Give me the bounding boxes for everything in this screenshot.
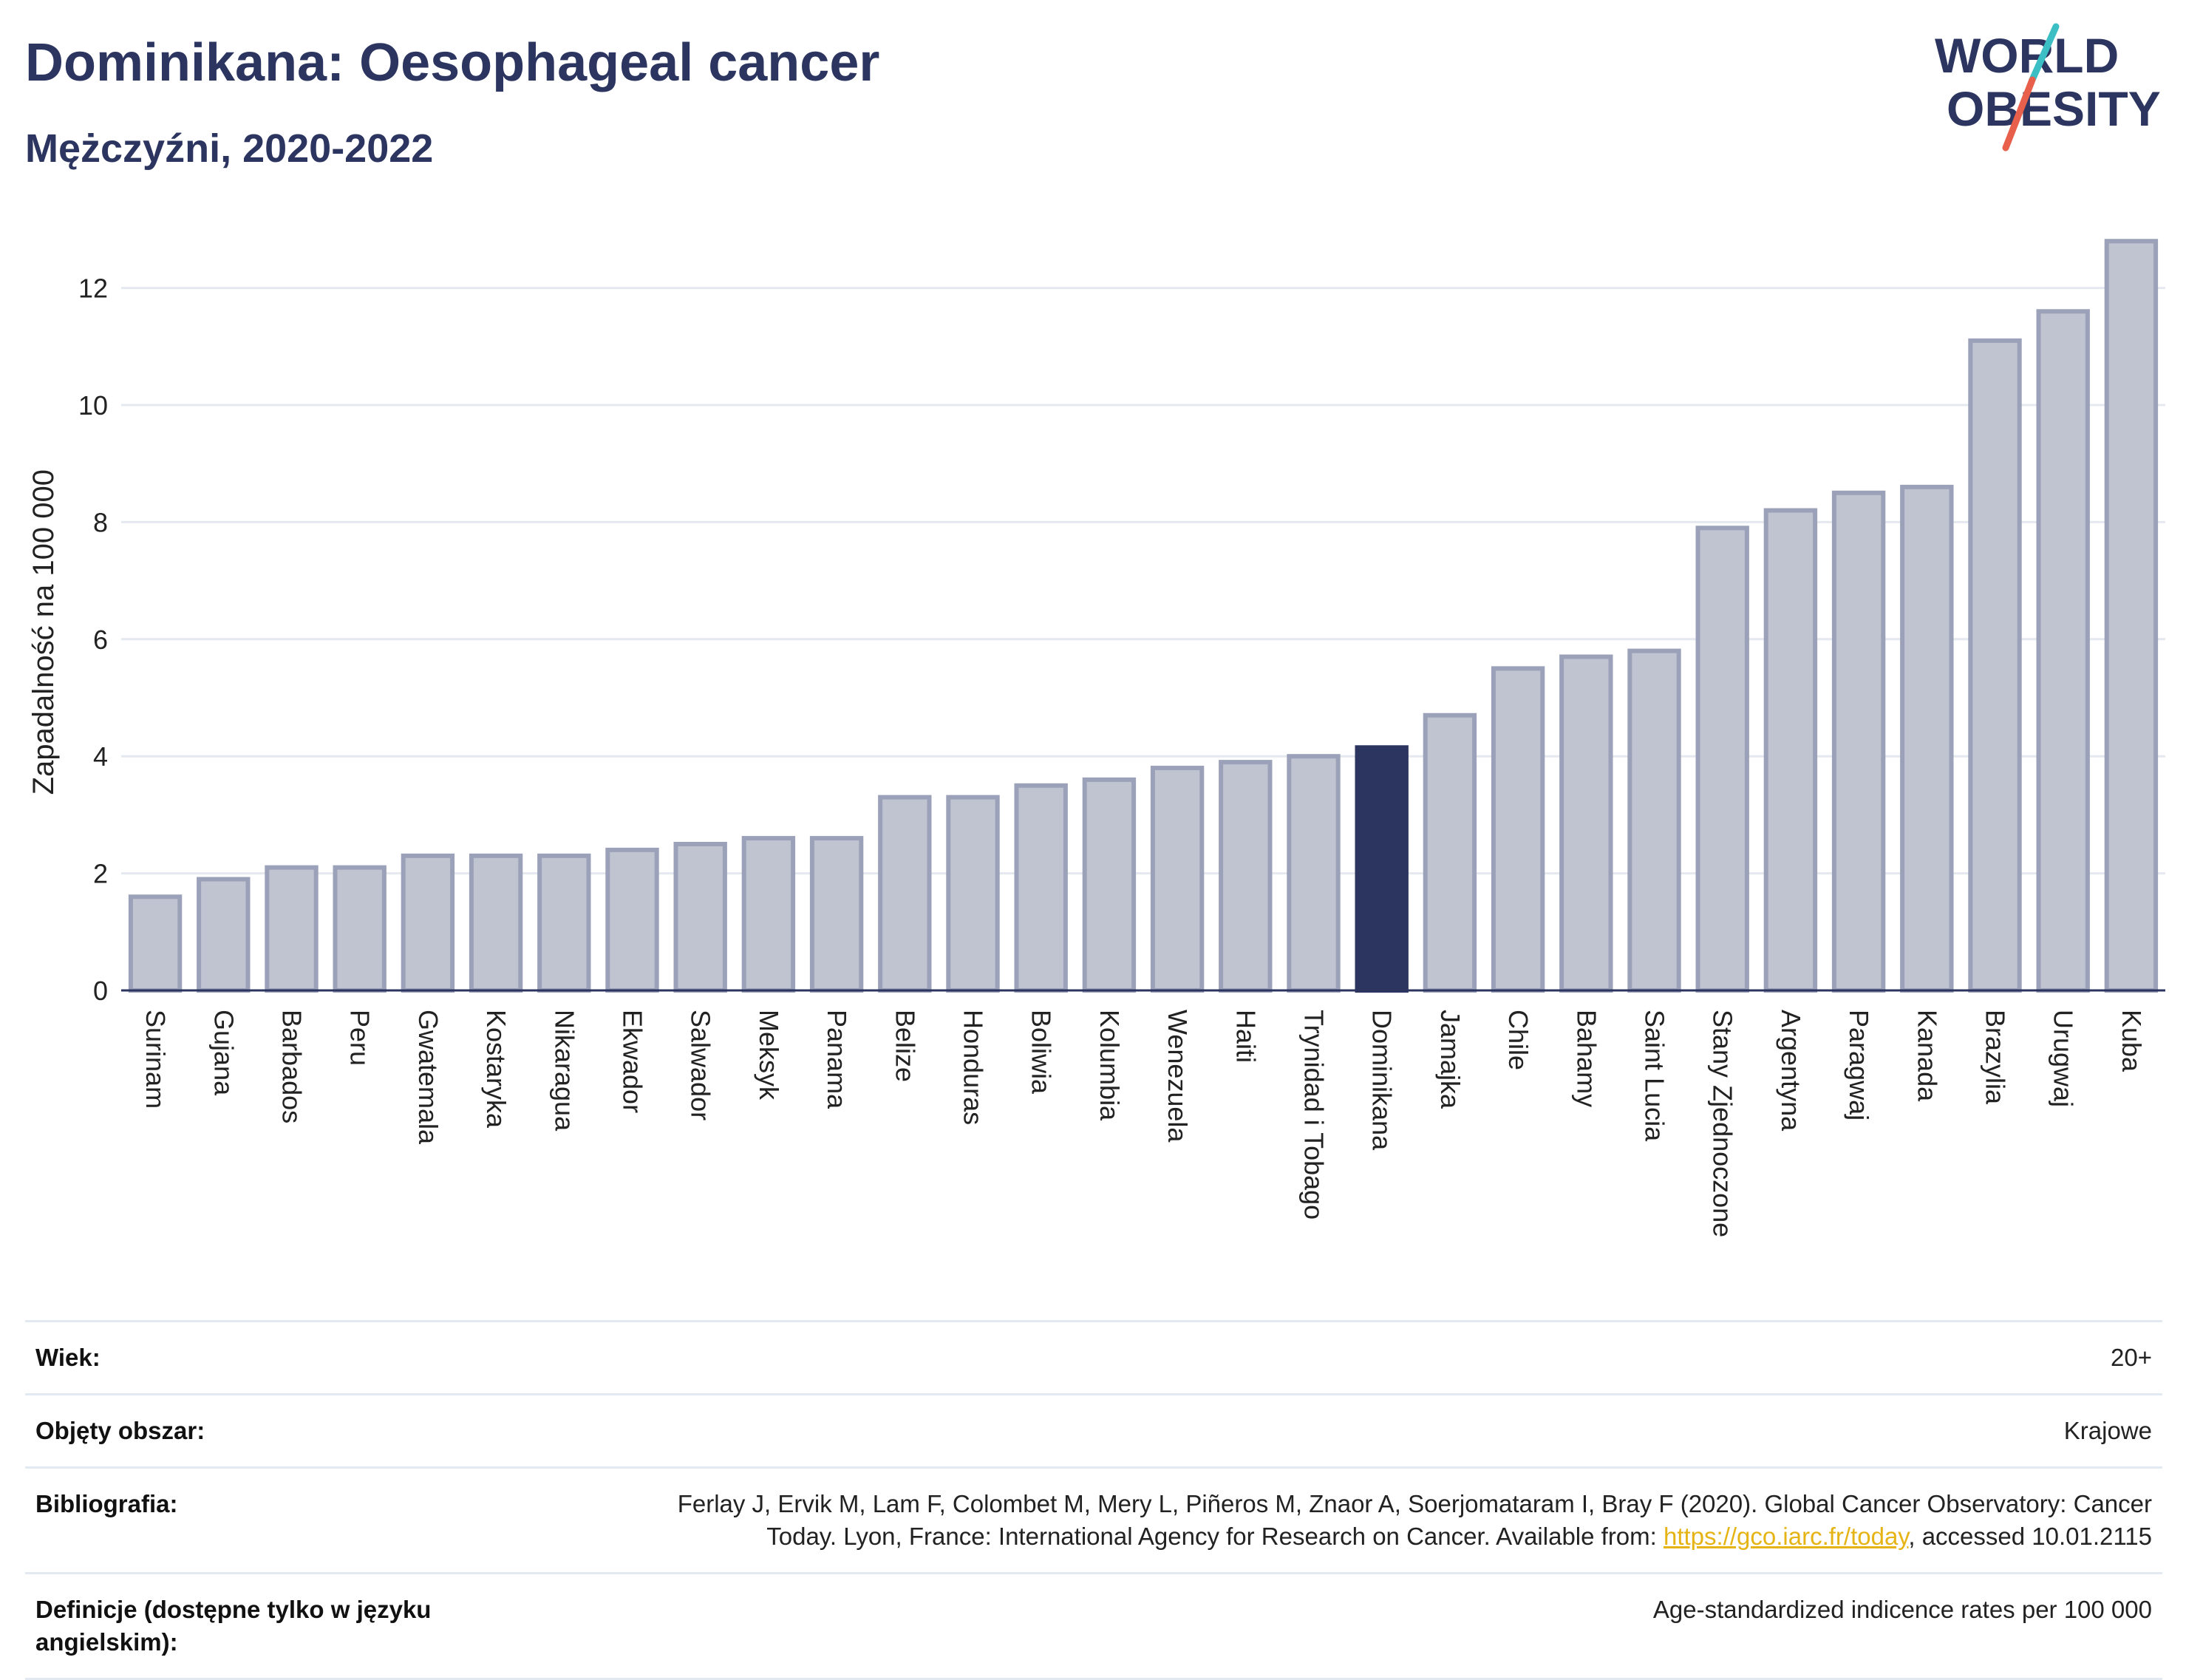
bar-brazylia xyxy=(1968,338,2022,993)
area-value: Krajowe xyxy=(2063,1417,2152,1444)
chart-subtitle: Mężczyźni, 2020-2022 xyxy=(25,126,434,171)
x-tick-label: Surinam xyxy=(140,1010,171,1109)
bar-honduras xyxy=(946,795,1000,993)
bibliography-text-1: Ferlay J, Ervik M, Lam F, Colombet M, Me… xyxy=(677,1490,2152,1517)
bar-argentyna xyxy=(1763,508,1818,993)
y-tick-label: 8 xyxy=(93,507,108,537)
x-tick-label: Gujana xyxy=(208,1010,239,1096)
bar-boliwia xyxy=(1014,783,1068,993)
x-tick-label: Jamajka xyxy=(1435,1010,1465,1109)
bar-barbados xyxy=(265,865,319,993)
x-tick-label: Kuba xyxy=(2117,1010,2147,1072)
bar-nikaragua xyxy=(537,853,591,993)
x-tick-label: Saint Lucia xyxy=(1640,1010,1670,1142)
x-tick-label: Kostaryka xyxy=(481,1010,511,1129)
y-tick-label: 2 xyxy=(93,859,108,889)
meta-row-bibliography: Bibliografia: Ferlay J, Ervik M, Lam F, … xyxy=(25,1466,2162,1572)
x-tick-label: Meksyk xyxy=(754,1010,784,1101)
y-tick-label: 4 xyxy=(93,741,108,772)
x-tick-label: Belize xyxy=(890,1010,920,1082)
y-tick-label: 0 xyxy=(93,976,108,1006)
meta-row-area: Objęty obszar: Krajowe xyxy=(25,1393,2162,1466)
chart-title: Dominikana: Oesophageal cancer xyxy=(25,33,880,92)
metadata-table: Wiek: 20+ Objęty obszar: Krajowe Bibliog… xyxy=(25,1320,2162,1680)
x-tick-label: Trynidad i Tobago xyxy=(1299,1010,1329,1220)
x-axis-labels: Surinam Gujana Barbados Peru Gwatemala Kostar… xyxy=(140,1010,2147,1237)
bars xyxy=(128,239,2159,993)
bar-kostaryka xyxy=(469,853,523,993)
definitions-label: Definicje (dostępne tylko w języku angie… xyxy=(35,1596,432,1656)
x-tick-label: Kanada xyxy=(1912,1010,1942,1102)
bar-wenezuela xyxy=(1150,766,1205,993)
x-tick-label: Paragwaj xyxy=(1844,1010,1874,1120)
x-tick-label: Stany Zjednoczone xyxy=(1708,1010,1738,1237)
bibliography-value: Ferlay J, Ervik M, Lam F, Colombet M, Me… xyxy=(678,1488,2152,1553)
bar-trynidad-i-tobago xyxy=(1287,754,1341,993)
x-tick-label: Dominikana xyxy=(1367,1010,1397,1151)
bar-saint-lucia xyxy=(1627,648,1681,993)
bar-salwador xyxy=(673,842,727,993)
x-tick-label: Kolumbia xyxy=(1094,1010,1125,1121)
x-tick-label: Panama xyxy=(822,1010,852,1109)
x-tick-label: Chile xyxy=(1503,1010,1533,1070)
bar-stany-zjednoczone xyxy=(1695,526,1749,993)
x-tick-label: Salwador xyxy=(686,1010,716,1120)
logo-line-2: OBESITY xyxy=(1947,81,2161,136)
bar-belize xyxy=(878,795,932,993)
x-tick-label: Wenezuela xyxy=(1162,1010,1193,1143)
bar-meksyk xyxy=(741,836,796,993)
bar-gujana xyxy=(197,877,251,993)
y-axis-label: Zapadalność na 100 000 xyxy=(27,469,60,795)
age-label: Wiek: xyxy=(35,1344,101,1371)
age-value: 20+ xyxy=(2111,1344,2152,1371)
x-tick-label: Gwatemala xyxy=(413,1010,443,1145)
x-tick-label: Haiti xyxy=(1230,1010,1261,1063)
bar-peru xyxy=(333,865,387,993)
bibliography-text-3: , accessed 10.01.2115 xyxy=(1908,1523,2152,1550)
meta-row-age: Wiek: 20+ xyxy=(25,1320,2162,1393)
area-label: Objęty obszar: xyxy=(35,1417,205,1444)
y-tick-label: 6 xyxy=(93,625,108,655)
bar-panama xyxy=(809,836,864,993)
bar-kolumbia xyxy=(1082,777,1137,993)
bibliography-link[interactable]: https://gco.iarc.fr/today xyxy=(1663,1523,1909,1550)
x-tick-label: Bahamy xyxy=(1571,1010,1601,1107)
bar-chile xyxy=(1491,666,1545,993)
bar-jamajka xyxy=(1423,713,1477,993)
gridlines xyxy=(121,287,2165,875)
x-tick-label: Argentyna xyxy=(1776,1010,1806,1132)
bar-chart: 0 2 4 6 8 10 12 Surinam Gujana Barbados Peru Gwate… xyxy=(27,239,2165,1237)
x-tick-label: Peru xyxy=(345,1010,375,1066)
bar-kanada xyxy=(1900,484,1954,993)
y-axis-ticks: 0 2 4 6 8 10 12 xyxy=(78,273,108,1006)
world-obesity-logo: WORLD OBESITY xyxy=(1935,23,2161,152)
bar-paragwaj xyxy=(1831,490,1886,993)
bar-ekwador xyxy=(605,847,659,993)
y-tick-label: 10 xyxy=(78,390,108,421)
x-tick-label: Honduras xyxy=(958,1010,989,1125)
bar-surinam xyxy=(128,894,183,993)
x-tick-label: Brazylia xyxy=(1981,1010,2011,1105)
x-tick-label: Ekwador xyxy=(618,1010,648,1113)
x-tick-label: Nikaragua xyxy=(549,1010,579,1132)
bar-gwatemala xyxy=(401,853,455,993)
logo-slash-bottom xyxy=(2002,76,2036,152)
bar-haiti xyxy=(1219,760,1273,993)
bar-dominikana xyxy=(1355,745,1409,993)
bar-kuba xyxy=(2104,239,2159,993)
definitions-value: Age-standardized indicence rates per 100… xyxy=(1652,1596,2152,1623)
x-tick-label: Barbados xyxy=(277,1010,307,1123)
x-tick-label: Boliwia xyxy=(1026,1010,1057,1095)
logo-slash-top xyxy=(2029,23,2060,84)
bibliography-label: Bibliografia: xyxy=(35,1490,178,1517)
y-tick-label: 12 xyxy=(78,273,108,304)
bar-urugwaj xyxy=(2036,309,2090,993)
x-tick-label: Urugwaj xyxy=(2049,1010,2079,1107)
bibliography-text-2: Today. Lyon, France: International Agenc… xyxy=(766,1523,1664,1550)
logo-line-1: WORLD xyxy=(1935,28,2119,83)
bar-bahamy xyxy=(1559,654,1613,993)
meta-row-definitions: Definicje (dostępne tylko w języku angie… xyxy=(25,1572,2162,1680)
